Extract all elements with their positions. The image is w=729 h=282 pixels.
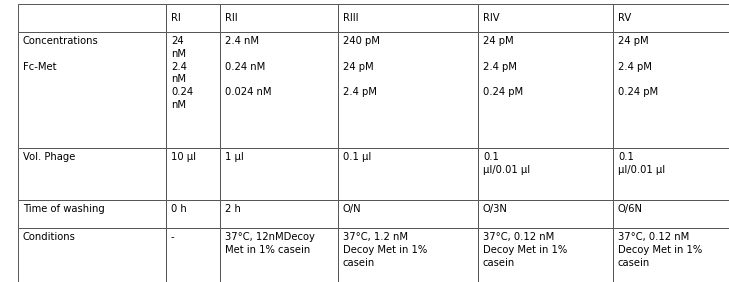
Text: 37°C, 12nMDecoy
Met in 1% casein: 37°C, 12nMDecoy Met in 1% casein (225, 232, 315, 255)
Text: RV: RV (618, 13, 631, 23)
Text: 1 μl: 1 μl (225, 152, 243, 162)
Bar (166, 4, 220, 32)
Text: RII: RII (225, 13, 238, 23)
Text: 10 μl: 10 μl (171, 152, 196, 162)
Text: 24 pM

2.4 pM

0.24 pM: 24 pM 2.4 pM 0.24 pM (618, 36, 658, 97)
Bar (220, 228, 338, 282)
Bar (338, 228, 478, 282)
Text: O/6N: O/6N (618, 204, 643, 214)
Bar (338, 148, 478, 200)
Bar (338, 4, 478, 32)
Text: 24 pM

2.4 pM

0.24 pM: 24 pM 2.4 pM 0.24 pM (483, 36, 523, 97)
Bar (220, 200, 338, 228)
Text: 0.1 μl: 0.1 μl (343, 152, 371, 162)
Bar (166, 228, 220, 282)
Text: 0.1
μl/0.01 μl: 0.1 μl/0.01 μl (483, 152, 530, 175)
Bar (613, 4, 729, 32)
Text: 37°C, 0.12 nM
Decoy Met in 1%
casein: 37°C, 0.12 nM Decoy Met in 1% casein (483, 232, 567, 268)
Text: 37°C, 1.2 nM
Decoy Met in 1%
casein: 37°C, 1.2 nM Decoy Met in 1% casein (343, 232, 427, 268)
Bar (220, 4, 338, 32)
Bar (166, 148, 220, 200)
Bar (338, 200, 478, 228)
Text: -: - (171, 232, 175, 242)
Bar (18, 4, 166, 32)
Bar (166, 200, 220, 228)
Bar (478, 32, 613, 148)
Text: 37°C, 0.12 nM
Decoy Met in 1%
casein: 37°C, 0.12 nM Decoy Met in 1% casein (618, 232, 702, 268)
Bar (18, 228, 166, 282)
Bar (478, 200, 613, 228)
Text: 24
nM
2.4
nM
0.24
nM: 24 nM 2.4 nM 0.24 nM (171, 36, 193, 110)
Bar (478, 148, 613, 200)
Text: RIV: RIV (483, 13, 499, 23)
Bar (166, 32, 220, 148)
Bar (18, 200, 166, 228)
Bar (613, 148, 729, 200)
Bar (338, 32, 478, 148)
Bar (18, 148, 166, 200)
Text: 240 pM

24 pM

2.4 pM: 240 pM 24 pM 2.4 pM (343, 36, 380, 97)
Bar (220, 32, 338, 148)
Text: Time of washing: Time of washing (23, 204, 105, 214)
Text: O/N: O/N (343, 204, 362, 214)
Bar (18, 32, 166, 148)
Text: RI: RI (171, 13, 181, 23)
Text: RIII: RIII (343, 13, 359, 23)
Text: Vol. Phage: Vol. Phage (23, 152, 75, 162)
Bar (478, 228, 613, 282)
Text: Concentrations

Fc-Met: Concentrations Fc-Met (23, 36, 98, 72)
Text: Conditions: Conditions (23, 232, 76, 242)
Bar (613, 200, 729, 228)
Text: 2 h: 2 h (225, 204, 241, 214)
Text: 0 h: 0 h (171, 204, 187, 214)
Text: 0.1
μl/0.01 μl: 0.1 μl/0.01 μl (618, 152, 665, 175)
Bar (220, 148, 338, 200)
Text: 2.4 nM

0.24 nM

0.024 nM: 2.4 nM 0.24 nM 0.024 nM (225, 36, 271, 97)
Text: O/3N: O/3N (483, 204, 508, 214)
Bar (478, 4, 613, 32)
Bar (613, 32, 729, 148)
Bar (613, 228, 729, 282)
